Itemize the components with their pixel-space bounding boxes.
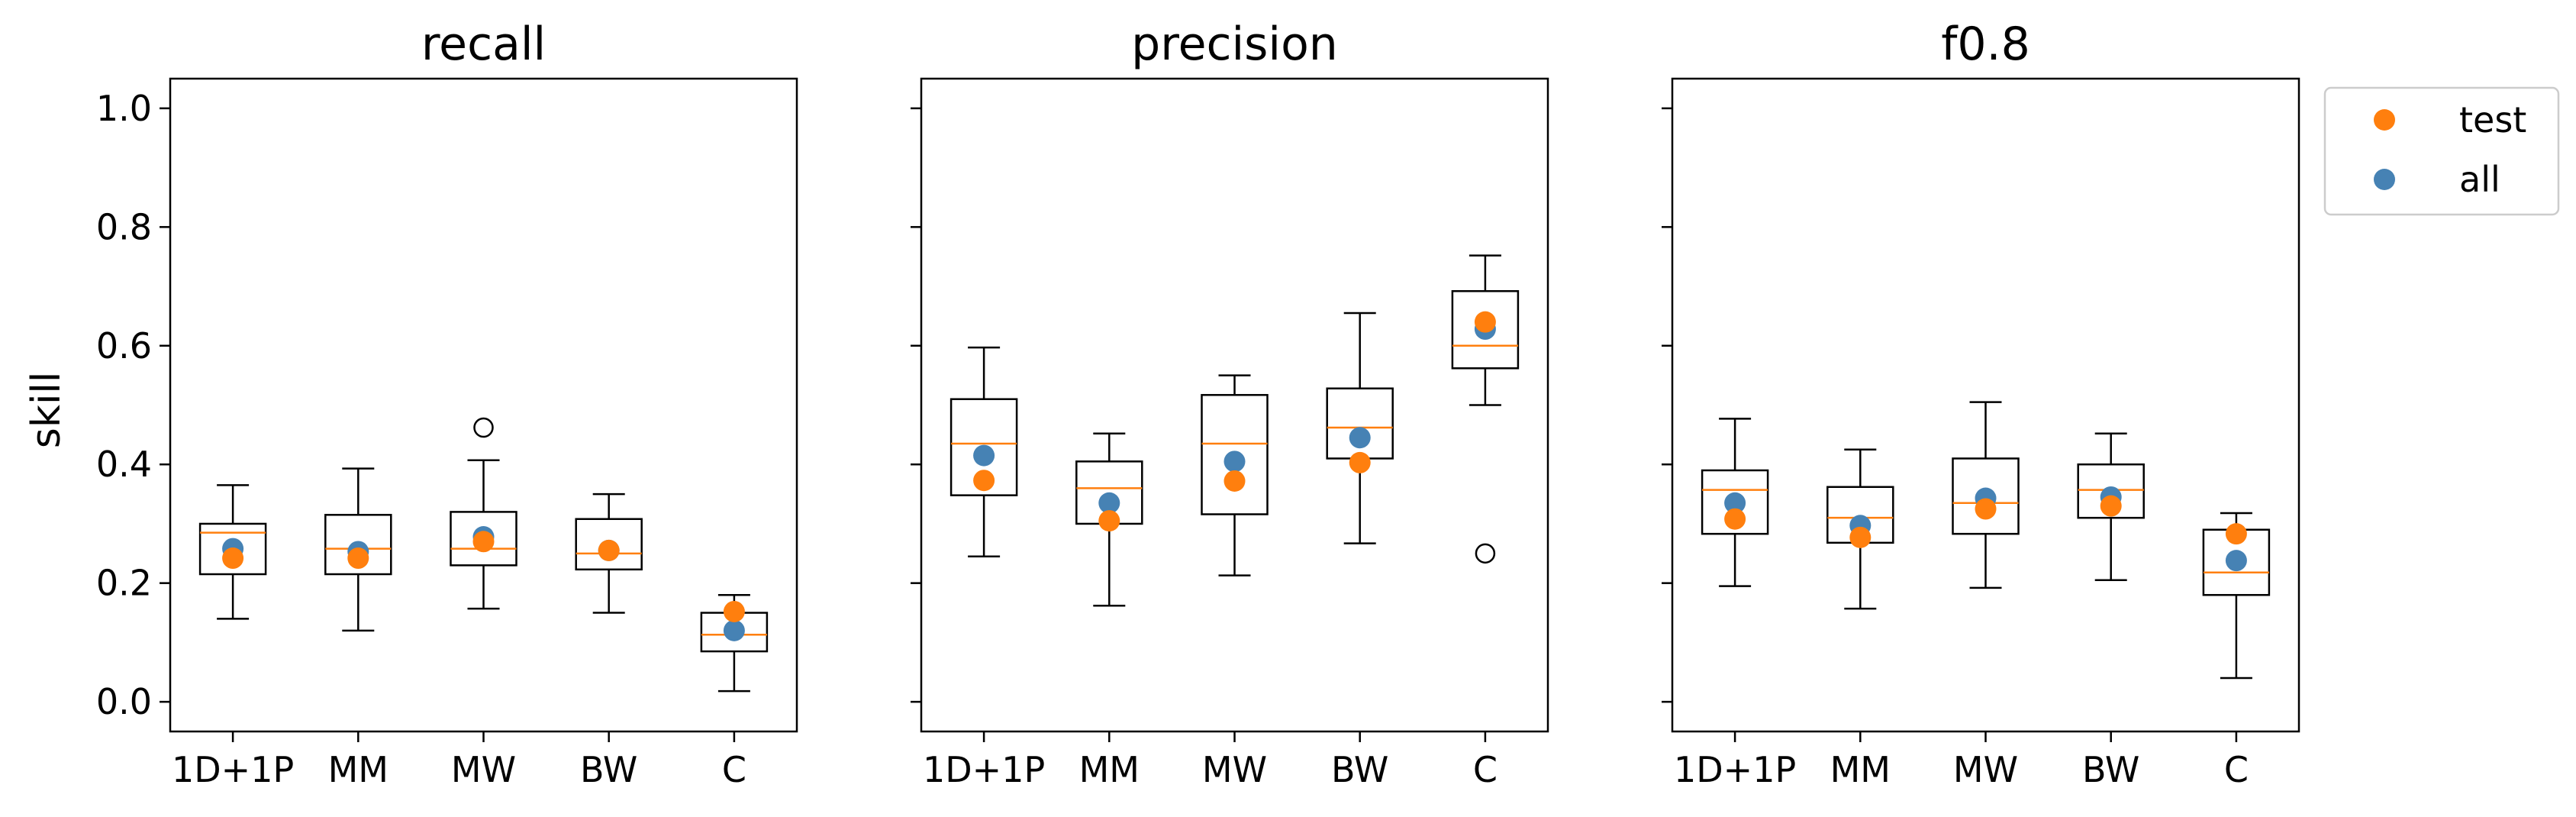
box-MW xyxy=(1201,374,1269,576)
y-tick-label: 0.6 xyxy=(96,325,152,367)
box-BW xyxy=(575,492,643,614)
point-all xyxy=(1224,450,1246,473)
point-test xyxy=(1224,470,1246,492)
x-tick-label: MW xyxy=(1953,749,2018,790)
box-1D+1P xyxy=(198,484,267,620)
x-tick-label: 1D+1P xyxy=(1674,749,1796,790)
point-test xyxy=(2225,523,2247,545)
point-test xyxy=(222,547,244,570)
point-test xyxy=(973,470,995,492)
point-all xyxy=(723,619,745,641)
x-tick-label: MM xyxy=(1830,749,1891,790)
point-all xyxy=(1349,427,1371,449)
point-test xyxy=(1849,526,1872,548)
iqr-box xyxy=(2077,463,2145,519)
plot-frame xyxy=(920,77,1549,733)
x-tick-label: BW xyxy=(1331,749,1388,790)
legend-marker-test xyxy=(2374,109,2395,131)
panel-title: f0.8 xyxy=(1941,18,2030,71)
point-test xyxy=(598,539,620,561)
iqr-box xyxy=(198,522,267,576)
legend-label: test xyxy=(2459,99,2526,140)
x-tick-label: BW xyxy=(2082,749,2139,790)
x-tick-label: 1D+1P xyxy=(172,749,294,790)
legend: test all xyxy=(2323,86,2560,216)
panels: recall 0.0 0.2 0.4 0.6 0.8 1.0 1D+1P MM MW BW Cprec… xyxy=(96,18,2300,790)
box-BW xyxy=(2077,432,2145,582)
x-tick-label: C xyxy=(1473,749,1498,790)
point-all xyxy=(2225,550,2247,572)
box-C xyxy=(1451,254,1520,564)
iqr-box xyxy=(1952,457,2020,535)
point-test xyxy=(1349,451,1371,473)
y-tick-label: 1.0 xyxy=(96,88,152,129)
iqr-box xyxy=(949,398,1018,496)
x-tick-label: C xyxy=(722,749,746,790)
x-tick-label: 1D+1P xyxy=(923,749,1045,790)
x-tick-label: MM xyxy=(328,749,388,790)
x-tick-label: MW xyxy=(451,749,516,790)
x-tick-label: MW xyxy=(1202,749,1267,790)
point-all xyxy=(1098,492,1120,514)
iqr-box xyxy=(1451,290,1520,370)
iqr-box xyxy=(575,518,643,571)
iqr-box xyxy=(1701,469,1769,535)
point-test xyxy=(1975,498,1997,520)
legend-marker-all xyxy=(2374,169,2395,190)
x-tick-label: MM xyxy=(1079,749,1140,790)
y-tick-label: 0.0 xyxy=(96,681,152,722)
y-axis-label: skill xyxy=(24,372,69,449)
x-tick-label: C xyxy=(2224,749,2249,790)
panel-1: precision 1D+1P MM MW BW C xyxy=(911,18,1549,790)
outlier-point xyxy=(1475,543,1496,564)
panel-0: recall 0.0 0.2 0.4 0.6 0.8 1.0 1D+1P MM MW BW C xyxy=(96,18,798,790)
outlier-point xyxy=(473,417,494,438)
point-test xyxy=(1724,508,1746,530)
panel-title: precision xyxy=(1131,18,1338,71)
plot-frame xyxy=(169,77,798,733)
point-test xyxy=(1474,311,1496,333)
point-test xyxy=(1098,510,1120,532)
iqr-box xyxy=(1201,394,1269,515)
point-all xyxy=(973,444,995,467)
point-test xyxy=(472,531,495,553)
point-test xyxy=(2100,495,2122,517)
point-all xyxy=(1724,492,1746,514)
iqr-box xyxy=(324,514,392,576)
y-tick-label: 0.4 xyxy=(96,444,152,485)
box-1D+1P xyxy=(1701,418,1769,587)
legend-label: all xyxy=(2459,159,2500,200)
y-tick-label: 0.2 xyxy=(96,563,152,604)
iqr-box xyxy=(450,511,517,567)
point-test xyxy=(723,600,745,622)
x-tick-label: BW xyxy=(580,749,637,790)
plot-frame xyxy=(1671,77,2300,733)
panel-title: recall xyxy=(421,18,546,71)
y-tick-label: 0.8 xyxy=(96,206,152,247)
panel-2: f0.8 1D+1P MM MW BW C xyxy=(1662,18,2300,790)
point-test xyxy=(347,547,369,570)
box-1D+1P xyxy=(949,346,1018,557)
